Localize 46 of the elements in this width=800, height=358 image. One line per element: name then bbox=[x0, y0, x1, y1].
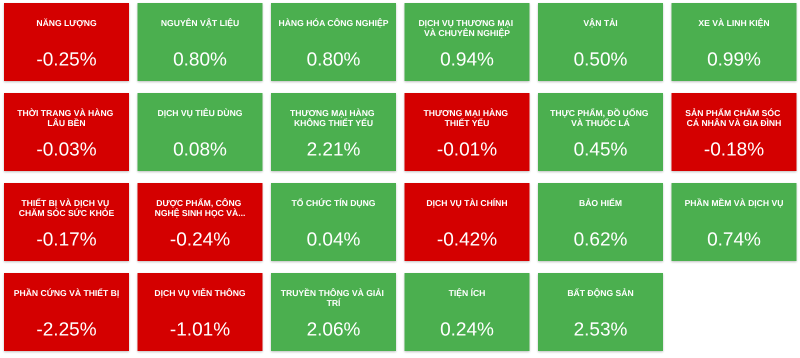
category-label: DỊCH VỤ TIÊU DÙNG bbox=[158, 108, 243, 118]
category-label: THỜI TRANG VÀ HÀNG LÂU BỀN bbox=[17, 108, 116, 128]
data-label: 0.80% bbox=[306, 50, 361, 70]
category-label: NGUYÊN VẬT LIỆU bbox=[160, 18, 240, 28]
category-label: DỊCH VỤ THƯƠNG MẠI VÀ CHUYÊN NGHIỆP bbox=[418, 18, 516, 38]
data-label: -0.01% bbox=[436, 140, 498, 160]
data-label: 0.94% bbox=[440, 50, 494, 70]
data-label: 0.24% bbox=[440, 320, 494, 340]
category-label: TỔ CHỨC TÍN DỤNG bbox=[292, 198, 376, 208]
data-label: 2.06% bbox=[306, 320, 361, 340]
category-label: DƯỢC PHẨM, CÔNG NGHỆ SINH HỌC VÀ... bbox=[154, 198, 246, 218]
data-label: 0.80% bbox=[173, 50, 228, 70]
category-label: XE VÀ LINH KIỆN bbox=[698, 18, 770, 28]
data-label: -0.24% bbox=[170, 230, 230, 250]
category-label: DỊCH VỤ VIỄN THÔNG bbox=[154, 288, 246, 298]
category-label: HÀNG HÓA CÔNG NGHIỆP bbox=[278, 18, 389, 28]
data-label: -0.03% bbox=[36, 140, 97, 160]
category-label: VẬN TẢI bbox=[583, 18, 618, 28]
category-label: BẢO HIỂM bbox=[579, 198, 622, 208]
category-label: BẤT ĐỘNG SẢN bbox=[567, 288, 634, 298]
category-label: THƯƠNG MẠI HÀNG KHÔNG THIẾT YẾU bbox=[290, 108, 378, 128]
data-label: -0.42% bbox=[436, 230, 498, 250]
category-label: PHẦN MỀM VÀ DỊCH VỤ bbox=[684, 198, 784, 208]
data-label: -0.18% bbox=[704, 140, 764, 160]
data-label: -0.17% bbox=[36, 230, 97, 250]
category-label: THƯƠNG MẠI HÀNG THIẾT YẾU bbox=[423, 108, 511, 128]
data-label: 0.62% bbox=[574, 230, 628, 250]
data-label: 0.74% bbox=[707, 230, 762, 250]
category-label: TRUYỀN THÔNG VÀ GIẢI TRÍ bbox=[280, 288, 386, 308]
data-label: 0.99% bbox=[707, 50, 762, 70]
category-label: SẢN PHẨM CHĂM SÓC CÁ NHÂN VÀ GIA ĐÌNH bbox=[685, 108, 783, 128]
data-label: -1.01% bbox=[170, 320, 230, 340]
data-label: -2.25% bbox=[36, 320, 97, 340]
category-label: THIẾT BỊ VÀ DỊCH VỤ CHĂM SÓC SỨC KHỎE bbox=[18, 198, 114, 218]
data-label: 2.21% bbox=[306, 140, 361, 160]
data-label: 0.50% bbox=[574, 50, 628, 70]
category-label: THỰC PHẨM, ĐỒ UỐNG VÀ THUỐC LÁ bbox=[550, 108, 651, 128]
category-label: DỊCH VỤ TÀI CHÍNH bbox=[426, 198, 508, 208]
data-label: -0.25% bbox=[36, 50, 97, 70]
data-label: 2.53% bbox=[574, 320, 628, 340]
data-label: 0.45% bbox=[574, 140, 628, 160]
category-label: PHẦN CỨNG VÀ THIẾT BỊ bbox=[14, 288, 120, 298]
category-label: TIỆN ÍCH bbox=[448, 288, 486, 298]
data-label: 0.04% bbox=[306, 230, 361, 250]
data-label: 0.08% bbox=[173, 140, 228, 160]
category-label: NĂNG LƯỢNG bbox=[36, 18, 97, 28]
